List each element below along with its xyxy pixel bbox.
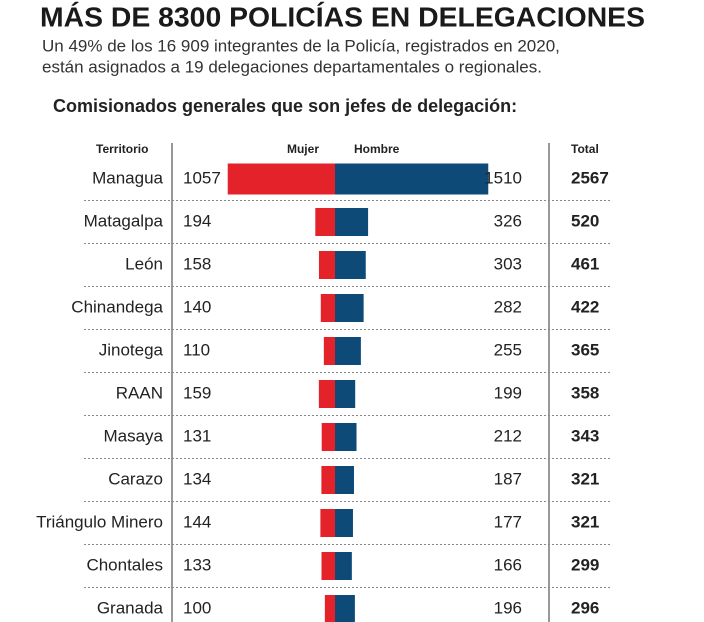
bar-hombre [335,294,364,322]
bar-mujer [320,509,335,537]
total-value: 520 [571,211,599,230]
category-label: León [125,254,163,273]
value-hombre: 166 [494,555,522,574]
bar-mujer [321,466,335,494]
subtitle: Un 49% de los 16 909 integrantes de la P… [42,36,560,55]
bar-mujer [321,423,335,451]
bar-hombre [335,337,361,365]
bar-mujer [315,208,335,236]
bar-hombre [335,552,352,580]
total-value: 321 [571,469,599,488]
value-mujer: 158 [183,254,211,273]
total-value: 321 [571,512,599,531]
legend-label: Hombre [354,142,400,156]
total-value: 343 [571,426,599,445]
total-value: 422 [571,297,599,316]
category-label: Matagalpa [84,211,164,230]
value-mujer: 140 [183,297,211,316]
bar-hombre [335,595,355,622]
bar-mujer [320,294,335,322]
total-value: 299 [571,555,599,574]
bar-mujer [318,251,335,279]
category-label: Granada [97,598,164,617]
value-mujer: 131 [183,426,211,445]
value-hombre: 326 [494,211,522,230]
category-label: Chontales [86,555,163,574]
bar-hombre [335,208,369,236]
bar-hombre [335,251,366,279]
bar-hombre [335,163,489,195]
bar-hombre [335,466,354,494]
value-hombre: 177 [494,512,522,531]
chart-title: MÁS DE 8300 POLICÍAS EN DELEGACIONES [40,1,645,32]
value-mujer: 100 [183,598,211,617]
total-value: 2567 [571,168,609,187]
column-header: Territorio [96,142,148,156]
bar-mujer [321,552,335,580]
value-hombre: 196 [494,598,522,617]
bar-mujer [323,337,335,365]
value-hombre: 255 [494,340,522,359]
value-hombre: 199 [494,383,522,402]
value-mujer: 134 [183,469,211,488]
category-label: Triángulo Minero [36,512,163,531]
value-mujer: 194 [183,211,211,230]
total-value: 358 [571,383,599,402]
legend-label: Mujer [287,142,319,156]
total-value: 365 [571,340,599,359]
category-label: Carazo [108,469,163,488]
value-mujer: 144 [183,512,211,531]
bar-hombre [335,423,357,451]
value-hombre: 282 [494,297,522,316]
category-label: RAAN [116,383,163,402]
subtitle: están asignados a 19 delegaciones depart… [42,57,542,76]
bar-mujer [318,380,335,408]
value-hombre: 1510 [484,168,522,187]
value-mujer: 133 [183,555,211,574]
bar-mujer [324,595,335,622]
category-label: Jinotega [99,340,164,359]
value-mujer: 110 [183,340,210,359]
category-label: Managua [92,168,163,187]
category-label: Masaya [103,426,163,445]
value-hombre: 303 [494,254,522,273]
value-hombre: 187 [494,469,522,488]
value-mujer: 159 [183,383,211,402]
value-hombre: 212 [494,426,522,445]
total-value: 296 [571,598,599,617]
value-mujer: 1057 [183,168,221,187]
bar-hombre [335,509,353,537]
bar-hombre [335,380,356,408]
section-heading: Comisionados generales que son jefes de … [53,96,517,116]
total-value: 461 [571,254,599,273]
bar-mujer [227,163,335,195]
category-label: Chinandega [71,297,163,316]
column-header: Total [571,142,599,156]
